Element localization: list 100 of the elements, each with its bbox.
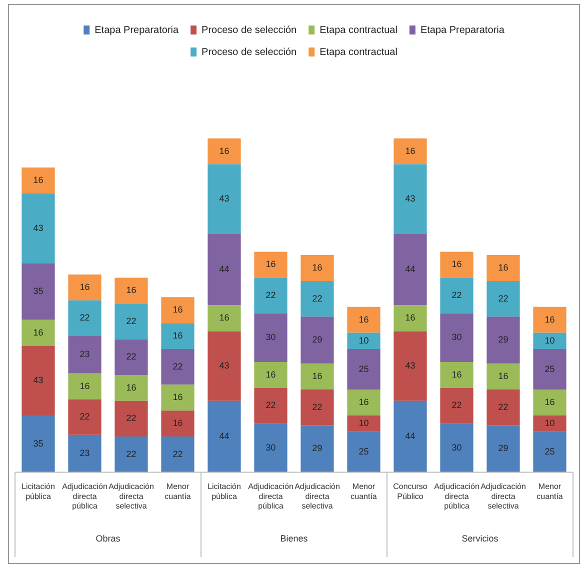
bar	[161, 384, 194, 411]
data-label: 10	[544, 418, 555, 428]
bar	[22, 167, 55, 194]
x-tick-label: Concurso Público	[393, 482, 428, 501]
bar	[161, 297, 194, 324]
data-label: 22	[126, 448, 136, 459]
data-label: 22	[126, 413, 136, 424]
bar	[533, 432, 566, 472]
data-label: 44	[219, 431, 230, 442]
data-label: 35	[33, 286, 44, 296]
data-label: 22	[312, 293, 322, 304]
bar	[394, 305, 427, 332]
bar	[68, 336, 102, 374]
data-label: 43	[219, 360, 230, 371]
data-label: 23	[80, 349, 90, 360]
bar	[208, 331, 241, 401]
data-label: 16	[358, 396, 369, 407]
bar	[161, 436, 194, 472]
bar	[22, 415, 55, 472]
data-label: 22	[126, 352, 136, 362]
bar	[161, 349, 194, 385]
bar	[533, 390, 566, 416]
bar	[114, 400, 148, 437]
data-label: 16	[126, 382, 136, 392]
bar	[208, 138, 241, 164]
data-label: 22	[266, 400, 276, 410]
bar	[300, 364, 334, 390]
bar	[440, 388, 474, 424]
bar	[254, 388, 288, 424]
bar	[254, 313, 288, 362]
bar	[208, 234, 241, 306]
bar	[22, 346, 55, 416]
bar	[68, 434, 102, 472]
data-label: 22	[312, 402, 322, 412]
bar	[394, 138, 427, 164]
data-label: 16	[358, 314, 369, 324]
bar	[394, 164, 427, 234]
data-label: 16	[544, 314, 555, 324]
x-tick-label: Menor cuantía	[536, 482, 564, 501]
bar	[533, 415, 566, 432]
bar	[114, 374, 148, 401]
bar	[208, 164, 241, 234]
bar	[68, 274, 102, 300]
data-label: 25	[358, 446, 369, 456]
data-label: 29	[498, 443, 508, 454]
data-label: 29	[312, 443, 322, 454]
bar	[68, 300, 102, 336]
data-label: 16	[219, 312, 230, 323]
bar	[533, 332, 566, 350]
bar	[394, 400, 427, 472]
text: Servicios	[462, 533, 499, 544]
x-tick-label: Adjudicación directa selectiva	[480, 482, 526, 510]
bar	[300, 280, 334, 317]
data-label: 22	[172, 361, 183, 372]
bar	[440, 252, 474, 278]
data-label: 16	[219, 146, 230, 156]
data-label: 16	[312, 262, 322, 272]
data-label: 29	[498, 334, 508, 345]
data-label: 10	[544, 335, 555, 346]
data-label: 30	[452, 442, 462, 452]
data-label: 22	[80, 312, 90, 323]
bar	[114, 436, 148, 472]
bar	[22, 320, 55, 346]
data-label: 43	[405, 360, 416, 371]
data-label: 22	[80, 412, 90, 422]
data-label: 16	[172, 418, 183, 428]
legend-label: Etapa Preparatoria	[94, 24, 179, 36]
bar	[300, 425, 334, 472]
data-label: 43	[33, 375, 44, 386]
bar	[486, 316, 520, 364]
x-tick-label: Adjudicación directa pública	[248, 482, 294, 510]
bar	[347, 390, 380, 416]
data-label: 43	[405, 194, 416, 204]
data-label: 16	[405, 312, 416, 323]
data-label: 16	[33, 327, 44, 338]
data-label: 43	[219, 194, 230, 204]
legend-label: Proceso de selección	[202, 24, 297, 36]
x-tick-label: Adjudicación directa selectiva	[294, 482, 340, 510]
bar	[533, 306, 566, 333]
legend-label: Etapa contractual	[320, 46, 398, 58]
bar	[486, 255, 520, 281]
legend-label: Etapa Preparatoria	[420, 24, 505, 36]
text: Obras	[96, 533, 121, 544]
data-label: 35	[33, 438, 44, 448]
bar	[347, 306, 380, 333]
bar	[394, 234, 427, 306]
data-label: 25	[544, 446, 555, 456]
data-label: 16	[172, 304, 183, 315]
data-label: 16	[452, 369, 462, 380]
x-tick-label: Menor cuantía	[164, 482, 192, 501]
bar	[300, 316, 334, 364]
x-tick-label: Adjudicación directa selectiva	[108, 482, 154, 510]
data-label: 22	[452, 400, 462, 410]
bar	[533, 349, 566, 390]
bar	[22, 193, 55, 264]
data-label: 25	[544, 364, 555, 374]
bar	[114, 304, 148, 340]
data-label: 44	[405, 431, 416, 442]
bar	[486, 364, 520, 390]
bar	[254, 252, 288, 278]
